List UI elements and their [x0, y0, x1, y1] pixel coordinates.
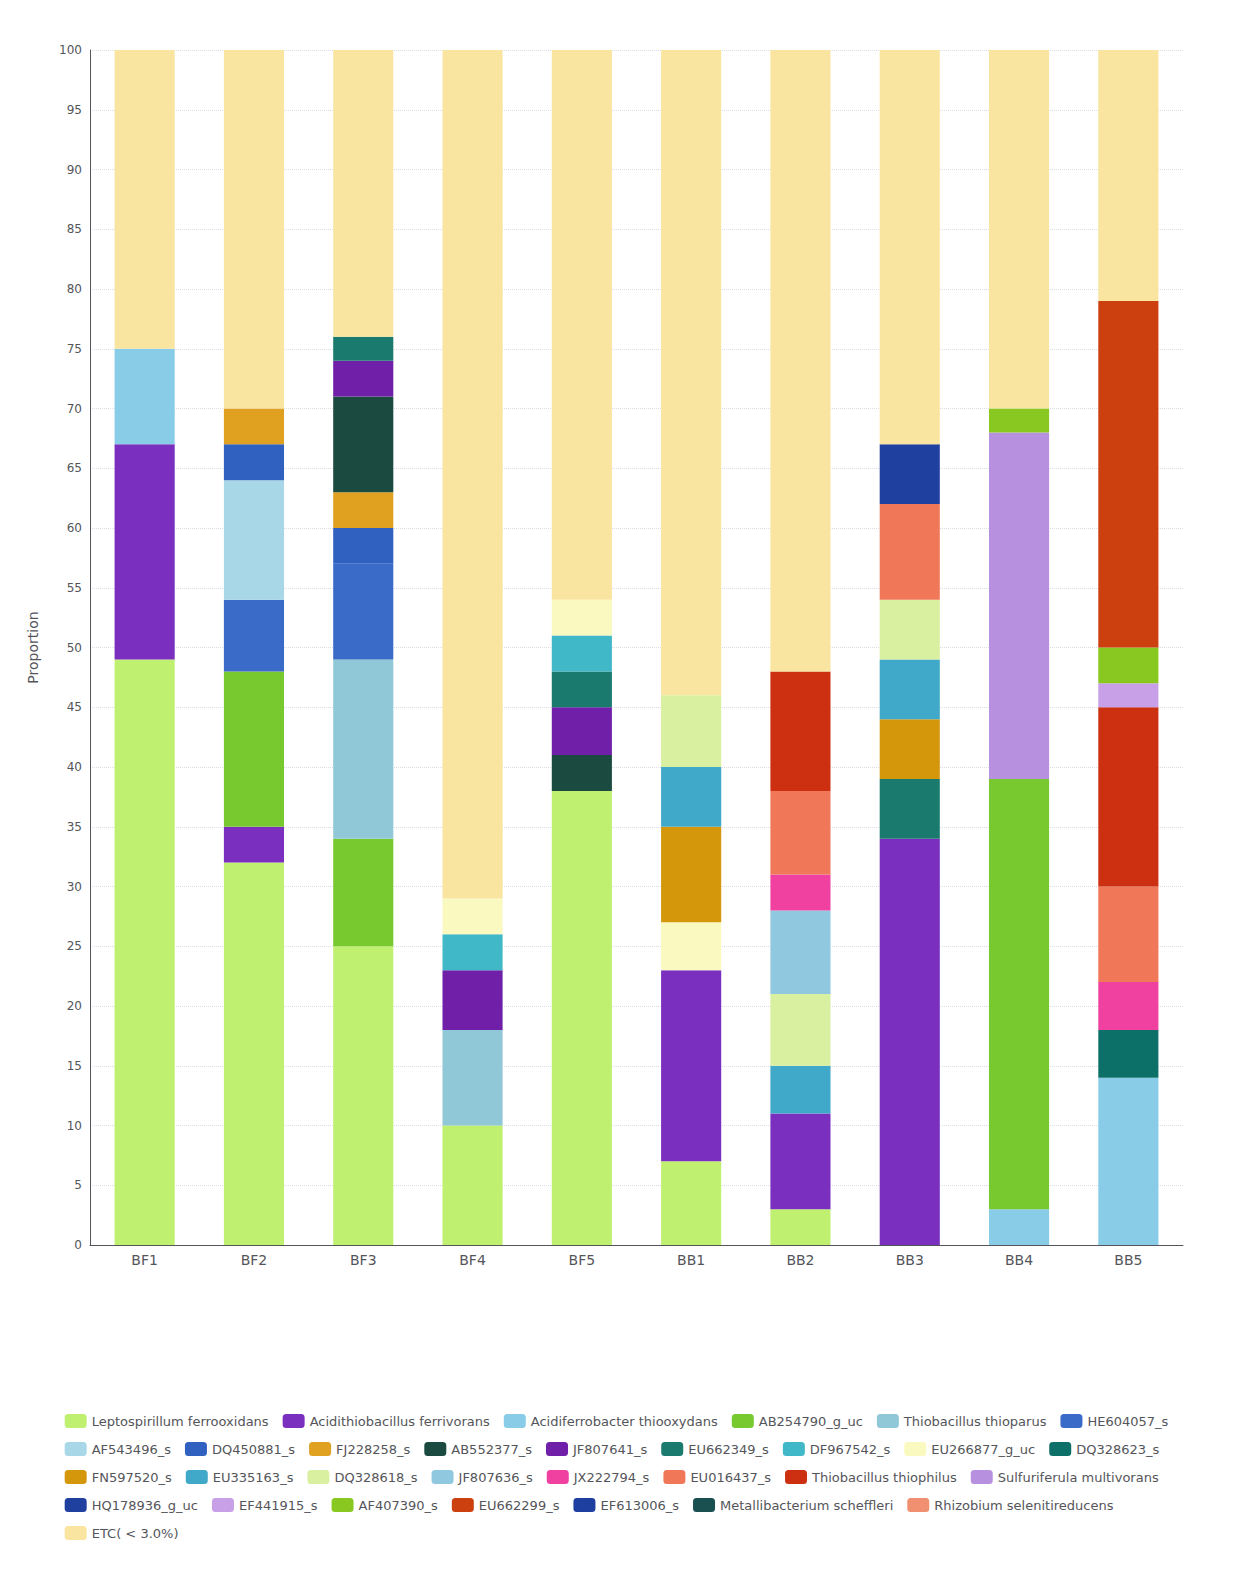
svg-text:30: 30: [67, 880, 82, 894]
svg-text:Rhizobium selenitireducens: Rhizobium selenitireducens: [934, 1498, 1113, 1513]
svg-text:BF4: BF4: [459, 1252, 486, 1268]
svg-text:JF807641_s: JF807641_s: [572, 1442, 647, 1457]
svg-text:80: 80: [67, 282, 82, 296]
svg-text:85: 85: [67, 222, 82, 236]
svg-text:Sulfuriferula multivorans: Sulfuriferula multivorans: [998, 1470, 1159, 1485]
svg-text:BB2: BB2: [786, 1252, 814, 1268]
svg-text:BB3: BB3: [896, 1252, 924, 1268]
svg-text:EU335163_s: EU335163_s: [213, 1470, 294, 1485]
svg-text:65: 65: [67, 461, 82, 475]
svg-text:HE604057_s: HE604057_s: [1087, 1414, 1168, 1429]
svg-text:AF407390_s: AF407390_s: [359, 1498, 438, 1513]
svg-text:25: 25: [67, 939, 82, 953]
svg-text:EU016437_s: EU016437_s: [690, 1470, 771, 1485]
svg-text:60: 60: [67, 521, 82, 535]
svg-text:BB1: BB1: [677, 1252, 705, 1268]
svg-text:50: 50: [67, 641, 82, 655]
svg-text:BB5: BB5: [1114, 1252, 1142, 1268]
svg-text:DF967542_s: DF967542_s: [810, 1442, 891, 1457]
svg-text:90: 90: [67, 163, 82, 177]
svg-text:HQ178936_g_uc: HQ178936_g_uc: [92, 1498, 198, 1513]
svg-text:100: 100: [59, 43, 82, 57]
svg-text:20: 20: [67, 999, 82, 1013]
svg-text:EU266877_g_uc: EU266877_g_uc: [931, 1442, 1035, 1457]
svg-text:BF5: BF5: [569, 1252, 596, 1268]
svg-text:FN597520_s: FN597520_s: [92, 1470, 172, 1485]
svg-text:15: 15: [67, 1059, 82, 1073]
svg-text:BF3: BF3: [350, 1252, 377, 1268]
svg-text:AF543496_s: AF543496_s: [92, 1442, 171, 1457]
svg-text:BF2: BF2: [241, 1252, 268, 1268]
svg-text:0: 0: [74, 1238, 82, 1252]
svg-text:Proportion: Proportion: [25, 611, 41, 683]
svg-text:AB552377_s: AB552377_s: [451, 1442, 532, 1457]
svg-text:EU662299_s: EU662299_s: [479, 1498, 560, 1513]
svg-text:Acidithiobacillus ferrivorans: Acidithiobacillus ferrivorans: [310, 1414, 490, 1429]
svg-text:BF1: BF1: [131, 1252, 158, 1268]
svg-text:FJ228258_s: FJ228258_s: [336, 1442, 410, 1457]
svg-text:DQ328618_s: DQ328618_s: [334, 1470, 417, 1485]
svg-text:Leptospirillum ferrooxidans: Leptospirillum ferrooxidans: [92, 1414, 269, 1429]
svg-text:Thiobacillus thiophilus: Thiobacillus thiophilus: [811, 1470, 957, 1485]
svg-text:JF807636_s: JF807636_s: [458, 1470, 533, 1485]
svg-text:95: 95: [67, 103, 82, 117]
svg-text:35: 35: [67, 820, 82, 834]
svg-text:JX222794_s: JX222794_s: [573, 1470, 650, 1485]
svg-text:AB254790_g_uc: AB254790_g_uc: [759, 1414, 863, 1429]
svg-text:EF613006_s: EF613006_s: [600, 1498, 679, 1513]
svg-text:70: 70: [67, 402, 82, 416]
svg-text:EU662349_s: EU662349_s: [688, 1442, 769, 1457]
svg-text:DQ328623_s: DQ328623_s: [1076, 1442, 1159, 1457]
svg-text:40: 40: [67, 760, 82, 774]
svg-text:55: 55: [67, 581, 82, 595]
svg-text:EF441915_s: EF441915_s: [239, 1498, 318, 1513]
svg-text:BB4: BB4: [1005, 1252, 1033, 1268]
svg-text:45: 45: [67, 700, 82, 714]
svg-text:Acidiferrobacter thiooxydans: Acidiferrobacter thiooxydans: [531, 1414, 718, 1429]
svg-text:DQ450881_s: DQ450881_s: [212, 1442, 295, 1457]
svg-text:Metallibacterium scheffleri: Metallibacterium scheffleri: [720, 1498, 893, 1513]
svg-text:5: 5: [74, 1178, 82, 1192]
svg-text:10: 10: [67, 1119, 82, 1133]
svg-text:Thiobacillus thioparus: Thiobacillus thioparus: [903, 1414, 1047, 1429]
svg-text:75: 75: [67, 342, 82, 356]
svg-text:ETC( < 3.0%): ETC( < 3.0%): [92, 1526, 179, 1541]
